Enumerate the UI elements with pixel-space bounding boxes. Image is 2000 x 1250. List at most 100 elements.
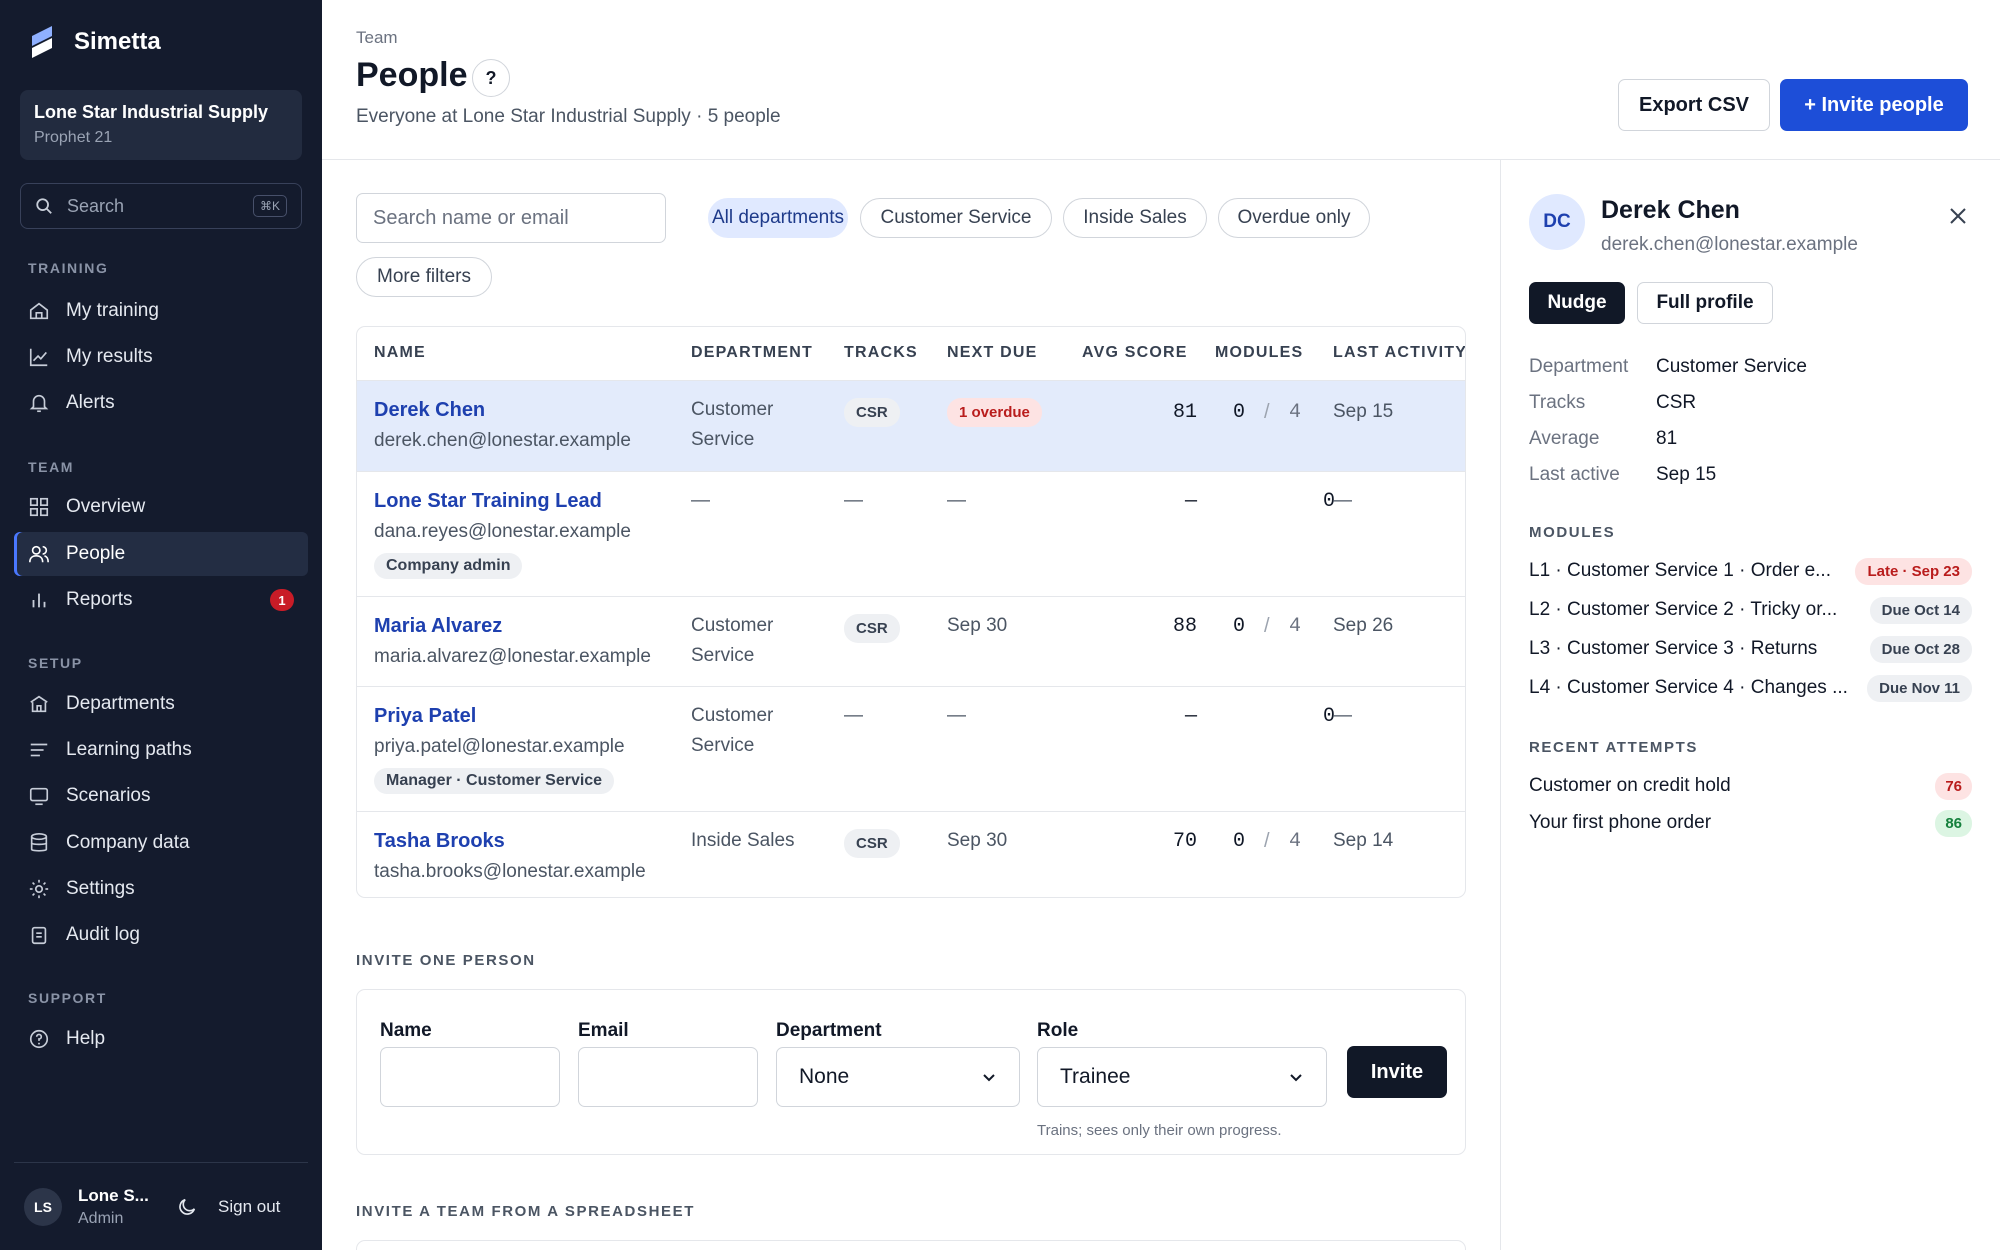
sidebar-footer: LS Lone S... Admin Sign out xyxy=(14,1162,308,1250)
email-field[interactable] xyxy=(578,1047,758,1107)
sidebar-item-label: Company data xyxy=(66,832,190,853)
section-label-team: TEAM xyxy=(28,459,75,475)
user-block: Lone S... Admin xyxy=(78,1186,158,1228)
database-icon xyxy=(30,833,48,852)
filter-chip-inside-sales[interactable]: Inside Sales xyxy=(1063,198,1207,238)
column-header-modules[interactable]: MODULES xyxy=(1215,344,1304,361)
attempt-item[interactable]: Customer on credit hold xyxy=(1529,775,1731,796)
filter-chip-all-departments[interactable]: All departments xyxy=(708,198,848,238)
user-role: Admin xyxy=(78,1209,124,1227)
modules-separator: / xyxy=(1264,830,1270,852)
attempt-score-badge: 86 xyxy=(1935,810,1972,837)
column-header-name[interactable]: NAME xyxy=(374,344,426,361)
attempt-item[interactable]: Your first phone order xyxy=(1529,812,1712,833)
nudge-button[interactable]: Nudge xyxy=(1529,282,1625,324)
person-name-link[interactable]: Lone Star Training Lead xyxy=(374,490,602,512)
sidebar-item-scenarios[interactable]: Scenarios xyxy=(14,774,308,818)
sidebar-item-settings[interactable]: Settings xyxy=(14,867,308,911)
last-activity: — xyxy=(1333,490,1352,511)
role-select[interactable]: Trainee xyxy=(1037,1047,1327,1107)
sign-out-button[interactable]: Sign out xyxy=(218,1196,281,1216)
brand[interactable]: Simetta xyxy=(28,24,161,60)
avg-score: — xyxy=(1184,705,1197,728)
avg-score: 88 xyxy=(1172,615,1197,638)
avatar[interactable]: LS xyxy=(24,1187,62,1226)
person-cell: Priya Patel priya.patel@lonestar.example… xyxy=(374,705,625,794)
person-email: tasha.brooks@lonestar.example xyxy=(374,861,646,882)
filter-chip-more-filters[interactable]: More filters xyxy=(356,257,492,297)
clipboard-icon xyxy=(31,926,47,945)
column-header-tracks[interactable]: TRACKS xyxy=(844,344,918,361)
sidebar-item-my-results[interactable]: My results xyxy=(14,335,308,379)
department-select[interactable]: None xyxy=(776,1047,1020,1107)
sidebar-item-departments[interactable]: Departments xyxy=(14,682,308,726)
filter-chip-overdue-only[interactable]: Overdue only xyxy=(1218,198,1370,238)
chart-line-icon xyxy=(29,348,48,367)
sidebar-item-alerts[interactable]: Alerts xyxy=(14,381,308,425)
module-item[interactable]: L1 · Customer Service 1 · Order e... xyxy=(1529,560,1831,581)
invite-button[interactable]: Invite xyxy=(1347,1046,1447,1098)
table-row[interactable]: Derek Chen derek.chen@lonestar.example C… xyxy=(357,381,1465,472)
building-icon xyxy=(30,695,48,713)
spreadsheet-upload-card xyxy=(356,1240,1466,1250)
sidebar-item-label: Learning paths xyxy=(66,739,192,760)
sidebar-item-audit-log[interactable]: Audit log xyxy=(14,913,308,957)
reports-count-badge: 1 xyxy=(270,589,294,611)
sidebar: Simetta Lone Star Industrial Supply Prop… xyxy=(0,0,322,1250)
person-name-link[interactable]: Tasha Brooks xyxy=(374,830,505,852)
column-header-avg-score[interactable]: AVG SCORE xyxy=(1082,344,1188,361)
table-row[interactable]: Priya Patel priya.patel@lonestar.example… xyxy=(357,687,1465,812)
table-row[interactable]: Lone Star Training Lead dana.reyes@lones… xyxy=(357,472,1465,597)
track-cell: — xyxy=(844,490,863,511)
person-cell: Maria Alvarez maria.alvarez@lonestar.exa… xyxy=(374,615,651,668)
bell-icon xyxy=(29,394,49,413)
sidebar-item-label: Audit log xyxy=(66,924,140,945)
bar-chart-icon xyxy=(32,593,46,608)
invite-section-label: INVITE ONE PERSON xyxy=(356,952,536,969)
section-label-setup: SETUP xyxy=(28,655,83,671)
sidebar-item-people[interactable]: People xyxy=(14,532,308,576)
person-name-link[interactable]: Priya Patel xyxy=(374,705,477,727)
person-name-link[interactable]: Derek Chen xyxy=(374,399,486,421)
invite-form: Name Email Department None Role Trainee … xyxy=(356,989,1466,1155)
module-item[interactable]: L4 · Customer Service 4 · Changes ... xyxy=(1529,677,1848,698)
moon-icon[interactable] xyxy=(176,1196,198,1218)
sidebar-item-my-training[interactable]: My training xyxy=(14,289,308,333)
department-cell: — xyxy=(691,490,710,511)
section-label-training: TRAINING xyxy=(28,260,109,276)
column-header-next-due[interactable]: NEXT DUE xyxy=(947,344,1038,361)
people-search-input[interactable] xyxy=(356,193,666,243)
field-value-department: Customer Service xyxy=(1656,356,1807,377)
export-csv-button[interactable]: Export CSV xyxy=(1618,79,1770,131)
help-button[interactable]: ? xyxy=(472,59,510,97)
column-header-last-activity[interactable]: LAST ACTIVITY xyxy=(1333,344,1466,361)
users-icon xyxy=(29,545,49,563)
sidebar-item-help[interactable]: Help xyxy=(14,1017,308,1061)
org-name: Lone Star Industrial Supply xyxy=(34,102,269,122)
breadcrumb[interactable]: Team xyxy=(356,28,398,47)
home-icon xyxy=(29,302,49,320)
module-item[interactable]: L3 · Customer Service 3 · Returns xyxy=(1529,638,1818,659)
table-row[interactable]: Tasha Brooks tasha.brooks@lonestar.examp… xyxy=(357,812,1465,897)
filter-chip-customer-service[interactable]: Customer Service xyxy=(860,198,1052,238)
column-header-department[interactable]: DEPARTMENT xyxy=(691,344,813,361)
module-item[interactable]: L2 · Customer Service 2 · Tricky or... xyxy=(1529,599,1838,620)
main: Team People ? Everyone at Lone Star Indu… xyxy=(322,0,2000,1250)
sidebar-item-reports[interactable]: Reports 1 xyxy=(14,578,308,622)
invite-people-button[interactable]: + Invite people xyxy=(1780,79,1968,131)
close-icon[interactable] xyxy=(1946,204,1970,228)
sidebar-item-overview[interactable]: Overview xyxy=(14,485,308,529)
full-profile-button[interactable]: Full profile xyxy=(1637,282,1773,324)
sidebar-item-learning-paths[interactable]: Learning paths xyxy=(14,728,308,772)
person-name-link[interactable]: Maria Alvarez xyxy=(374,615,503,637)
name-field[interactable] xyxy=(380,1047,560,1107)
table-row[interactable]: Maria Alvarez maria.alvarez@lonestar.exa… xyxy=(357,597,1465,687)
sidebar-item-company-data[interactable]: Company data xyxy=(14,821,308,865)
sidebar-search[interactable]: Search ⌘K xyxy=(20,183,302,229)
department-cell: Customer Service xyxy=(691,615,774,666)
next-due-cell: — xyxy=(947,490,966,511)
detail-email: derek.chen@lonestar.example xyxy=(1601,234,1858,255)
module-status-badge: Due Nov 11 xyxy=(1867,675,1972,702)
sidebar-item-label: Settings xyxy=(66,878,135,899)
org-switcher[interactable]: Lone Star Industrial Supply Prophet 21 xyxy=(20,90,302,160)
